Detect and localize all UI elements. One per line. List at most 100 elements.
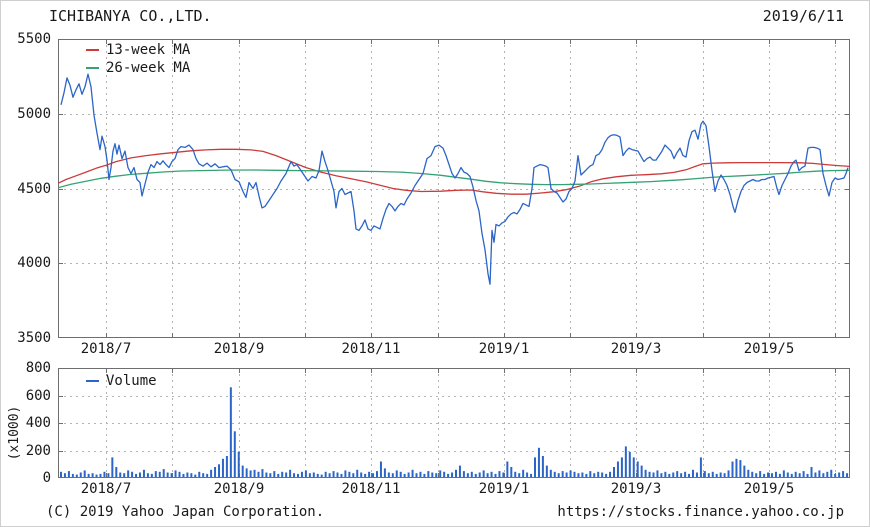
- volume-bar: [210, 469, 213, 478]
- volume-bar: [379, 461, 382, 477]
- volume-bar: [277, 473, 280, 477]
- volume-bar: [289, 469, 292, 478]
- volume-bar: [407, 472, 410, 477]
- volume-bar: [482, 470, 485, 477]
- volume-bar: [154, 471, 157, 477]
- volume-bar: [304, 470, 307, 477]
- volume-bar: [707, 473, 710, 477]
- volume-bar: [111, 457, 114, 477]
- source-url-text: https://stocks.finance.yahoo.co.jp: [557, 504, 844, 520]
- price-legend: 13-week MA 26-week MA: [86, 41, 190, 77]
- volume-bar: [229, 387, 232, 478]
- volume-bar: [360, 472, 363, 477]
- volume-bar: [241, 465, 244, 477]
- price-y-axis-label: 4500: [17, 180, 51, 197]
- volume-bar: [818, 470, 821, 477]
- volume-bar: [688, 473, 691, 477]
- volume-bar: [759, 471, 762, 477]
- volume-bar: [537, 447, 540, 478]
- volume-bar: [202, 473, 205, 477]
- volume-plot: [58, 368, 850, 478]
- volume-bar: [589, 471, 592, 477]
- volume-bar: [190, 473, 193, 477]
- volume-bar: [676, 471, 679, 477]
- volume-bar: [340, 473, 343, 477]
- volume-bar: [767, 472, 770, 477]
- legend-label-volume: Volume: [106, 373, 157, 389]
- price-x-axis-label: 2019/5: [743, 341, 795, 357]
- volume-bar: [107, 473, 110, 477]
- volume-bar: [846, 473, 849, 477]
- volume-bar: [838, 472, 841, 477]
- volume-bar: [431, 472, 434, 477]
- volume-bar: [735, 458, 738, 478]
- volume-legend: Volume: [86, 372, 157, 390]
- volume-bar: [494, 473, 497, 477]
- volume-bar: [628, 451, 631, 477]
- volume-bar: [257, 471, 260, 477]
- volume-bar: [755, 473, 758, 477]
- volume-bar: [652, 472, 655, 477]
- volume-bar: [498, 471, 501, 477]
- volume-bar: [178, 471, 181, 477]
- volume-bar: [71, 473, 74, 477]
- volume-bar: [336, 472, 339, 477]
- volume-bar: [182, 473, 185, 477]
- volume-bar: [541, 456, 544, 477]
- volume-bar: [127, 470, 130, 477]
- volume-bar: [261, 469, 264, 477]
- volume-bar: [225, 456, 228, 477]
- volume-bar: [534, 457, 536, 477]
- volume-bar: [376, 471, 378, 477]
- volume-bar: [711, 471, 714, 477]
- volume-bar: [320, 474, 323, 477]
- volume-bar: [368, 471, 371, 477]
- volume-bar: [747, 469, 750, 478]
- legend-item-ma13: 13-week MA: [86, 41, 190, 59]
- volume-y-axis-label: 400: [25, 415, 51, 431]
- volume-bar: [344, 470, 347, 477]
- price-plot: [58, 39, 850, 338]
- volume-bar: [715, 473, 718, 477]
- volume-bar: [644, 469, 647, 478]
- volume-bar: [237, 451, 240, 477]
- volume-bar: [135, 473, 138, 477]
- volume-bar: [75, 474, 78, 477]
- volume-bar: [352, 473, 355, 477]
- volume-bar: [170, 473, 173, 477]
- volume-bar: [640, 465, 643, 477]
- volume-bar: [372, 473, 375, 477]
- volume-bar: [703, 471, 706, 477]
- volume-bar: [415, 473, 418, 477]
- volume-bar: [399, 471, 402, 477]
- volume-bar: [458, 465, 461, 477]
- volume-bar: [364, 473, 367, 477]
- volume-bar: [194, 474, 197, 477]
- volume-bar: [293, 473, 296, 477]
- volume-bar: [103, 471, 106, 477]
- volume-bar: [131, 471, 134, 477]
- volume-bar: [439, 470, 442, 477]
- volume-bar: [526, 472, 529, 477]
- volume-bar: [778, 473, 781, 477]
- volume-bar: [573, 471, 576, 477]
- volume-bar: [281, 471, 284, 477]
- volume-bar: [636, 461, 639, 477]
- legend-label-ma26: 26-week MA: [106, 60, 191, 76]
- volume-bar: [668, 473, 671, 477]
- volume-bar: [719, 472, 722, 477]
- volume-bar: [569, 470, 572, 477]
- legend-label-ma13: 13-week MA: [106, 42, 191, 58]
- volume-bar: [506, 461, 509, 477]
- volume-bar: [794, 471, 797, 477]
- price-line: [60, 73, 849, 285]
- volume-bar: [601, 472, 604, 477]
- chart-date: 2019/6/11: [762, 7, 844, 25]
- volume-bar: [648, 471, 651, 477]
- volume-bar: [593, 473, 596, 477]
- volume-bar: [79, 472, 82, 477]
- volume-bar: [186, 472, 189, 477]
- price-x-axis-label: 2018/11: [341, 341, 401, 357]
- volume-bar: [731, 461, 734, 477]
